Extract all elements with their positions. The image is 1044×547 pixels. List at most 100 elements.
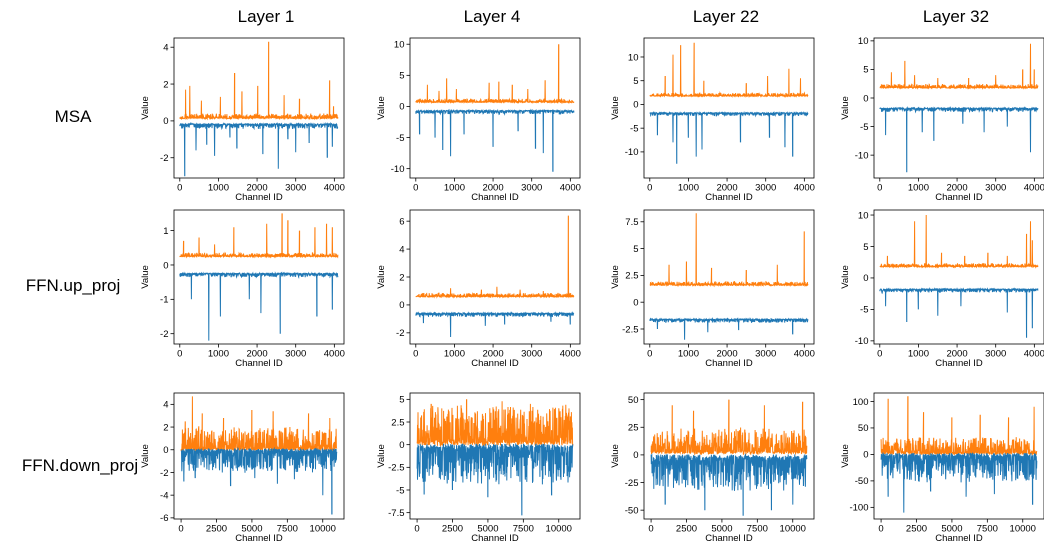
x-tick-label: 3000: [285, 183, 306, 194]
x-tick-label: 10000: [780, 524, 806, 535]
x-tick-label: 7500: [977, 524, 998, 535]
x-tick-label: 0: [648, 524, 653, 535]
x-tick-label: 2000: [482, 183, 503, 194]
y-axis-label: Value: [140, 96, 151, 120]
subplot-3-2: 0 2500 5000 7500 10000 -7.5 -5 -2.5 0 2.5 5 Channel…: [376, 392, 581, 544]
subplot-2-4: 0 1000 2000 3000 4000 -10 -5 0 5 10 Channel ID Valu…: [840, 209, 1044, 369]
y-tick-label: -6: [160, 513, 168, 524]
x-tick-label: 0: [877, 349, 882, 360]
x-tick-label: 7500: [747, 524, 768, 535]
x-tick-label: 3000: [755, 183, 776, 194]
x-tick-label: 1000: [208, 349, 229, 360]
x-tick-label: 3000: [521, 183, 542, 194]
y-tick-label: 0: [633, 450, 638, 461]
x-tick-label: 4000: [1024, 349, 1044, 360]
x-axis-label: Channel ID: [235, 192, 283, 203]
y-tick-label: 4: [163, 43, 168, 54]
column-title-layer-1: Layer 1: [237, 7, 295, 26]
column-title-layer-32: Layer 32: [922, 7, 990, 26]
x-axis-label: Channel ID: [471, 192, 519, 203]
axes-frame: [173, 37, 345, 179]
series-negative-line: [650, 453, 808, 516]
series-negative-line: [179, 271, 339, 341]
y-axis-label: Value: [610, 96, 621, 120]
x-tick-label: 5000: [941, 524, 962, 535]
series-negative-line: [649, 110, 809, 164]
row-title-ffn-down-proj: FFN.down_proj: [21, 456, 139, 475]
x-axis-label: Channel ID: [705, 192, 753, 203]
y-tick-label: -25: [625, 478, 639, 489]
y-tick-label: -7.5: [388, 508, 404, 519]
x-tick-label: 3000: [985, 349, 1006, 360]
y-tick-label: 6: [399, 216, 404, 227]
x-tick-label: 1000: [678, 183, 699, 194]
axes-frame: [173, 209, 345, 345]
y-tick-label: 5: [399, 71, 404, 82]
subplot-2-2: 0 1000 2000 3000 4000 -2 0 2 4 6 Channel ID Value: [376, 209, 581, 369]
y-tick-label: -2: [160, 153, 168, 164]
series-positive-line: [415, 44, 575, 105]
x-axis-label: Channel ID: [471, 358, 519, 369]
column-title-layer-4: Layer 4: [463, 7, 521, 26]
series-positive-line: [649, 42, 809, 98]
y-tick-label: 10: [858, 36, 869, 47]
x-tick-label: 5000: [711, 524, 732, 535]
y-tick-label: -50: [625, 505, 639, 516]
series-positive-line: [179, 213, 339, 259]
x-tick-label: 3000: [985, 183, 1006, 194]
y-tick-label: 10: [858, 210, 869, 221]
y-tick-label: 100: [853, 397, 869, 408]
y-tick-label: 4: [399, 244, 404, 255]
y-tick-label: -10: [391, 164, 405, 175]
subplot-1-2: 0 1000 2000 3000 4000 -10 -5 0 5 10 Channel ID Valu…: [376, 37, 581, 203]
series-negative-line: [416, 442, 574, 516]
x-tick-label: 7500: [513, 524, 534, 535]
y-tick-label: 0: [633, 100, 638, 111]
y-tick-label: -1: [160, 295, 168, 306]
row-title-ffn-up-proj: FFN.up_proj: [25, 276, 121, 295]
x-tick-label: 2000: [246, 183, 267, 194]
y-tick-label: 0: [399, 440, 404, 451]
x-tick-label: 3000: [755, 349, 776, 360]
y-tick-label: 2: [163, 79, 168, 90]
x-axis-label: Channel ID: [705, 358, 753, 369]
x-tick-label: 0: [414, 524, 419, 535]
x-tick-label: 3000: [521, 349, 542, 360]
y-tick-label: 4: [163, 400, 168, 411]
series-negative-line: [880, 451, 1038, 513]
y-axis-label: Value: [840, 444, 851, 468]
y-tick-label: -10: [855, 150, 869, 161]
subplot-3-3: 0 2500 5000 7500 10000 -50 -25 0 25 50 Channel ID V…: [610, 392, 815, 544]
y-tick-label: -5: [860, 122, 868, 133]
series-positive-line: [180, 396, 338, 453]
subplot-2-3: 0 1000 2000 3000 4000 -2.5 0 2.5 5 7.5 Channel ID V…: [610, 209, 815, 369]
series-positive-line: [179, 41, 339, 121]
y-axis-label: Value: [610, 444, 621, 468]
axes-frame: [873, 37, 1044, 179]
y-tick-label: -50: [855, 476, 869, 487]
y-tick-label: 0: [399, 102, 404, 113]
x-tick-label: 2500: [442, 524, 463, 535]
series-negative-line: [879, 287, 1039, 338]
series-positive-line: [649, 213, 809, 288]
x-tick-label: 0: [878, 524, 883, 535]
y-tick-label: 5: [399, 395, 404, 406]
subplot-1-3: 0 1000 2000 3000 4000 -10 -5 0 5 10 Channel ID Valu…: [610, 37, 815, 203]
row-title-msa: MSA: [54, 107, 92, 126]
y-tick-label: -10: [625, 147, 639, 158]
y-axis-label: Value: [610, 265, 621, 289]
x-tick-label: 4000: [324, 183, 345, 194]
y-tick-label: -2.5: [388, 463, 404, 474]
x-tick-label: 4000: [794, 349, 815, 360]
x-axis-label: Channel ID: [235, 533, 283, 544]
y-tick-label: -2.5: [622, 324, 638, 335]
y-tick-label: 2: [399, 272, 404, 283]
y-tick-label: 10: [628, 52, 639, 63]
subplot-3-4: 0 2500 5000 7500 10000 -100 -50 0 50 100 Channel I…: [840, 392, 1044, 544]
y-tick-label: 0: [863, 450, 868, 461]
y-tick-label: -5: [860, 305, 868, 316]
x-axis-label: Channel ID: [705, 533, 753, 544]
axes-frame: [643, 392, 815, 520]
